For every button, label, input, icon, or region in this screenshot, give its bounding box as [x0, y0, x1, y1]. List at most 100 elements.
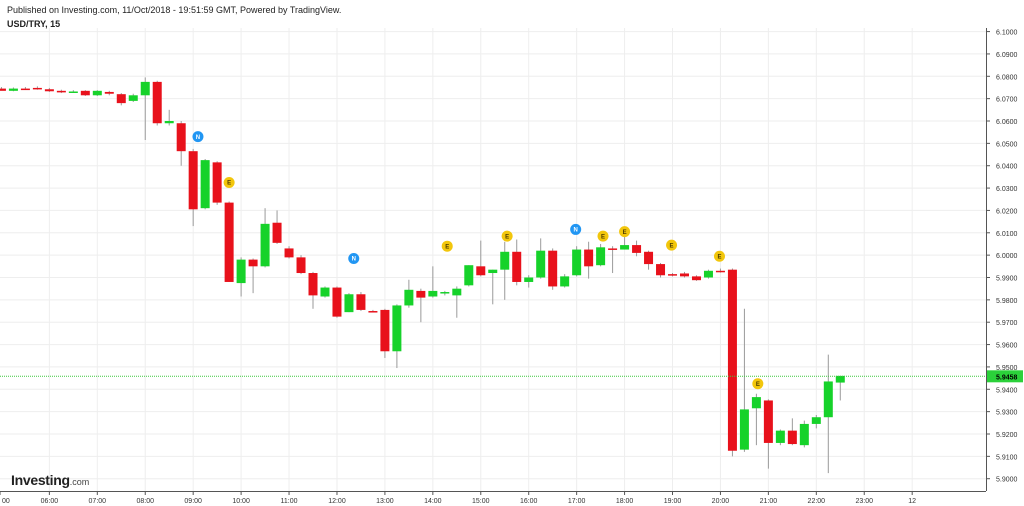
- event-marker[interactable]: E: [597, 230, 609, 242]
- candle-body: [344, 294, 354, 313]
- candle-down[interactable]: [512, 239, 522, 286]
- candle-up[interactable]: [596, 243, 606, 267]
- candle-up[interactable]: [200, 159, 210, 210]
- candle-up[interactable]: [811, 414, 821, 429]
- candle-down[interactable]: [715, 268, 725, 273]
- candle-up[interactable]: [524, 275, 534, 288]
- event-marker[interactable]: E: [441, 240, 453, 252]
- candle-down[interactable]: [548, 248, 558, 290]
- candle-down[interactable]: [44, 87, 54, 92]
- event-marker[interactable]: E: [501, 230, 513, 242]
- candle-up[interactable]: [8, 87, 18, 92]
- candle-body: [584, 249, 594, 267]
- candle-down[interactable]: [608, 246, 618, 274]
- y-tick-label: 5.9700: [996, 320, 1018, 327]
- candle-body: [799, 423, 809, 446]
- candle-down[interactable]: [0, 87, 6, 91]
- candle-down[interactable]: [308, 271, 318, 309]
- x-tick-label: 18:00: [616, 498, 634, 505]
- candle-down[interactable]: [284, 246, 294, 259]
- candle-down[interactable]: [691, 275, 701, 281]
- candle-down[interactable]: [476, 240, 486, 277]
- candle-down[interactable]: [296, 255, 306, 275]
- candle-down[interactable]: [272, 210, 282, 244]
- candle-down[interactable]: [212, 161, 222, 205]
- candle-up[interactable]: [572, 246, 582, 277]
- candle-down[interactable]: [152, 80, 162, 126]
- candle-up[interactable]: [751, 393, 761, 446]
- candle-up[interactable]: [140, 77, 150, 141]
- event-marker[interactable]: E: [666, 239, 678, 251]
- candle-down[interactable]: [116, 93, 126, 106]
- candle-body: [8, 88, 18, 91]
- candle-body: [560, 276, 570, 287]
- candle-down[interactable]: [80, 90, 90, 96]
- candle-up[interactable]: [488, 269, 498, 305]
- event-marker[interactable]: E: [713, 250, 725, 262]
- candle-down[interactable]: [632, 240, 642, 257]
- candle-down[interactable]: [248, 258, 258, 294]
- candle-up[interactable]: [464, 265, 474, 287]
- event-markers: N E N E E N E E E E E: [192, 131, 764, 390]
- candle-down[interactable]: [188, 148, 198, 227]
- candle-down[interactable]: [56, 89, 66, 94]
- candle-down[interactable]: [787, 418, 797, 446]
- candle-up[interactable]: [739, 308, 749, 452]
- event-marker[interactable]: E: [223, 176, 235, 188]
- y-tick-label: 6.0700: [996, 97, 1018, 104]
- x-tick-label: 06:00: [41, 498, 59, 505]
- candle-up[interactable]: [164, 109, 174, 126]
- candle-down[interactable]: [104, 90, 114, 96]
- candle-down[interactable]: [416, 288, 426, 323]
- candle-up[interactable]: [452, 286, 462, 318]
- marker-circle: [192, 131, 204, 143]
- candle-down[interactable]: [224, 201, 234, 282]
- candle-up[interactable]: [404, 279, 414, 308]
- news-marker[interactable]: N: [348, 252, 360, 264]
- candle-up[interactable]: [775, 429, 785, 446]
- candle-up[interactable]: [823, 354, 833, 474]
- candle-up[interactable]: [799, 420, 809, 448]
- candle-up[interactable]: [236, 257, 246, 297]
- candle-down[interactable]: [668, 273, 678, 277]
- candle-down[interactable]: [763, 399, 773, 469]
- candle-up[interactable]: [344, 293, 354, 313]
- candle-down[interactable]: [656, 262, 666, 278]
- candle-body: [320, 287, 330, 297]
- candle-down[interactable]: [356, 292, 366, 312]
- candle-up[interactable]: [835, 375, 845, 401]
- candle-down[interactable]: [20, 87, 30, 91]
- candle-down[interactable]: [176, 121, 186, 166]
- news-marker[interactable]: N: [570, 223, 582, 235]
- candle-up[interactable]: [703, 269, 713, 279]
- candle-body: [128, 95, 138, 101]
- candle-up[interactable]: [320, 286, 330, 298]
- candle-up[interactable]: [260, 208, 270, 268]
- candle-up[interactable]: [92, 90, 102, 96]
- event-marker[interactable]: E: [752, 378, 764, 390]
- candle-down[interactable]: [679, 271, 689, 278]
- candle-down[interactable]: [644, 250, 654, 270]
- candle-down[interactable]: [727, 268, 737, 457]
- candle-down[interactable]: [368, 309, 378, 313]
- candle-up[interactable]: [500, 241, 510, 300]
- marker-circle: [597, 230, 609, 242]
- event-marker[interactable]: E: [619, 226, 631, 238]
- candle-body: [20, 88, 30, 91]
- candle-up[interactable]: [536, 238, 546, 279]
- candle-up[interactable]: [428, 266, 438, 298]
- candle-up[interactable]: [392, 304, 402, 369]
- candle-down[interactable]: [332, 286, 342, 318]
- candle-body: [416, 290, 426, 298]
- candle-up[interactable]: [68, 90, 78, 93]
- candle-down[interactable]: [584, 241, 594, 279]
- candle-up[interactable]: [560, 274, 570, 288]
- candle-body: [596, 247, 606, 266]
- candle-up[interactable]: [440, 290, 450, 296]
- news-marker[interactable]: N: [192, 131, 204, 143]
- candle-down[interactable]: [32, 86, 42, 90]
- candle-down[interactable]: [380, 308, 390, 358]
- candle-up[interactable]: [128, 93, 138, 102]
- candles: [0, 77, 845, 474]
